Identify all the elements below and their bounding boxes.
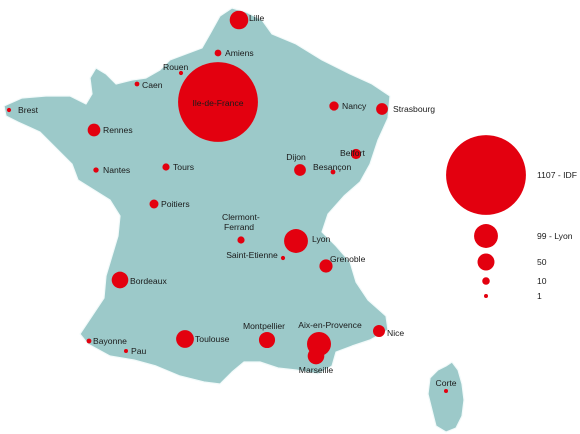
city-marker-poitiers [149, 199, 159, 209]
city-label-grenoble: Grenoble [330, 254, 366, 264]
city-label-poitiers: Poitiers [161, 199, 190, 209]
city-marker-lille [229, 10, 249, 30]
city-label-saint-etienne: Saint-Etienne [226, 250, 278, 260]
legend-circle-4 [484, 294, 488, 298]
legend-label-1: 99 - Lyon [537, 231, 573, 241]
legend-label-2: 50 [537, 257, 547, 267]
city-marker-pau [124, 349, 128, 353]
city-label-belfort: Belfort [340, 148, 365, 158]
city-label-marseille: Marseille [299, 365, 334, 375]
legend-circle-2 [477, 253, 495, 271]
city-marker-nancy [329, 101, 339, 111]
legend-label-3: 10 [537, 276, 547, 286]
city-label-lyon: Lyon [312, 234, 331, 244]
city-label-nancy: Nancy [342, 101, 367, 111]
city-marker-nice [373, 325, 385, 337]
city-marker-corte [444, 389, 448, 393]
city-label-rennes: Rennes [103, 125, 133, 135]
legend-label-4: 1 [537, 291, 542, 301]
city-marker-tours [162, 163, 170, 171]
city-marker-nantes [93, 167, 99, 173]
city-marker-grenoble [319, 259, 333, 273]
city-label-brest: Brest [18, 105, 39, 115]
city-label-besancon: Besançon [313, 162, 351, 172]
city-label-bayonne: Bayonne [93, 336, 127, 346]
city-label-aix-en-provence: Aix-en-Provence [298, 320, 362, 330]
city-marker-besancon [330, 169, 336, 175]
city-label-corte: Corte [435, 378, 456, 388]
size-legend: 1107 - IDF 99 - Lyon 50 10 1 [446, 135, 577, 301]
city-marker-rouen [178, 70, 184, 76]
city-label-ile-de-france: Ile-de-France [192, 98, 243, 108]
city-marker-bayonne [86, 338, 92, 344]
city-marker-amiens [214, 49, 222, 57]
city-label-caen: Caen [142, 80, 163, 90]
city-marker-montpellier [258, 331, 276, 349]
city-label-tours: Tours [173, 162, 194, 172]
city-label-nantes: Nantes [103, 165, 130, 175]
city-marker-marseille [307, 347, 325, 365]
legend-label-0: 1107 - IDF [537, 170, 577, 180]
city-label-amiens: Amiens [225, 48, 254, 58]
city-label-dijon: Dijon [286, 152, 306, 162]
city-marker-clermont-ferrand [237, 236, 245, 244]
city-label-nice: Nice [387, 328, 404, 338]
legend-circle-0 [446, 135, 526, 215]
city-marker-ile-de-france [178, 62, 258, 142]
legend-circle-3 [482, 277, 490, 285]
city-marker-strasbourg [376, 103, 388, 115]
city-marker-lyon [284, 229, 308, 253]
city-marker-brest [6, 107, 12, 113]
city-label-toulouse: Toulouse [195, 334, 230, 344]
corsica-shape [427, 361, 465, 433]
city-label-bordeaux: Bordeaux [130, 276, 167, 286]
city-label-montpellier: Montpellier [243, 321, 285, 331]
city-marker-dijon [294, 164, 306, 176]
legend-circle-1 [474, 224, 498, 248]
mainland-france-shape [3, 7, 391, 385]
city-label-rouen: Rouen [163, 62, 189, 72]
city-label-clermont-ferrand: Clermont-Ferrand [222, 212, 260, 232]
city-marker-rennes [87, 123, 101, 137]
city-label-lille: Lille [249, 13, 265, 23]
city-marker-belfort [350, 148, 362, 160]
city-marker-bordeaux [111, 271, 129, 289]
city-label-pau: Pau [131, 346, 147, 356]
city-marker-toulouse [176, 330, 194, 348]
city-marker-saint-etienne [280, 255, 286, 261]
city-label-strasbourg: Strasbourg [393, 104, 435, 114]
city-marker-caen [134, 81, 140, 87]
